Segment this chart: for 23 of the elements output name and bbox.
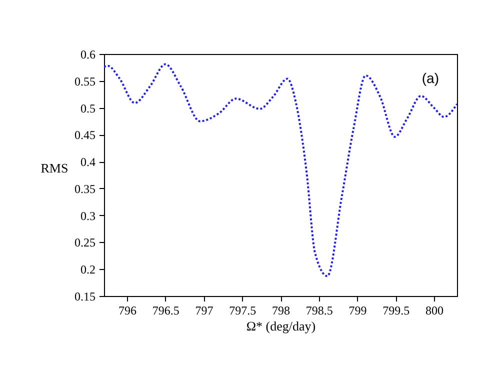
x-tick-label: 797.5 [229, 304, 256, 318]
y-tick-label: 0.3 [80, 208, 96, 223]
y-tick-label: 0.35 [74, 182, 96, 196]
annotation: (a) [422, 70, 439, 86]
x-tick-label: 797 [195, 304, 214, 318]
y-tick-label: 0.25 [74, 236, 96, 250]
x-tick-label: 799.5 [382, 304, 410, 318]
y-tick-label: 0.15 [74, 290, 96, 304]
y-tick-label: 0.55 [74, 74, 96, 88]
y-tick-label: 0.4 [80, 155, 96, 170]
y-axis-title: RMS [40, 160, 68, 176]
y-tick-label: 0.6 [80, 48, 96, 62]
x-tick-label: 799 [348, 304, 367, 318]
y-tick-label: 0.45 [74, 128, 96, 142]
line-series [104, 63, 457, 278]
x-tick-label: 796 [118, 304, 137, 318]
x-tick-label: 800 [425, 304, 444, 318]
y-tick-label: 0.2 [80, 262, 96, 277]
y-tick-label: 0.5 [80, 101, 96, 116]
x-axis-title: Ω* (deg/day) [246, 318, 316, 334]
x-tick-label: 798 [272, 304, 290, 318]
x-tick-label: 796.5 [152, 304, 180, 318]
x-tick-label: 798.5 [306, 304, 333, 318]
